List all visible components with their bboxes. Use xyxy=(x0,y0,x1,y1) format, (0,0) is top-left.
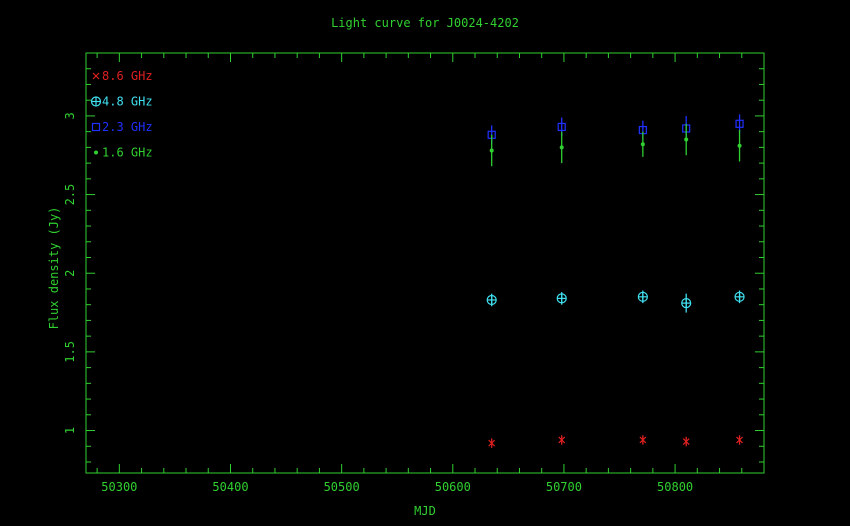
data-point-4-8-ghz xyxy=(556,293,567,304)
data-point-4-8-ghz xyxy=(637,291,648,302)
x-tick-label: 50600 xyxy=(435,480,471,494)
data-point-1-6-ghz xyxy=(640,142,645,147)
legend-marker-8-6-ghz xyxy=(92,72,100,80)
data-point-8-6-ghz xyxy=(736,436,743,444)
y-tick-label: 3 xyxy=(63,112,77,119)
plot-frame xyxy=(85,52,765,474)
data-point-1-6-ghz xyxy=(684,137,689,142)
data-point-8-6-ghz xyxy=(558,436,566,444)
x-tick-label: 50400 xyxy=(212,480,248,494)
legend-label-1-6-ghz: 1.6 GHz xyxy=(102,146,153,160)
y-axis-label: Flux density (Jy) xyxy=(47,207,61,330)
data-point-8-6-ghz xyxy=(682,438,690,445)
y-tick-label: 1.5 xyxy=(63,341,77,363)
x-tick-label: 50500 xyxy=(324,480,360,494)
data-point-2-3-ghz xyxy=(735,119,744,128)
data-point-2-3-ghz xyxy=(557,122,566,132)
data-point-1-6-ghz xyxy=(737,143,742,148)
data-point-4-8-ghz xyxy=(681,298,692,309)
data-point-1-6-ghz xyxy=(559,145,564,150)
legend-label-4-8-ghz: 4.8 GHz xyxy=(102,95,153,109)
legend-marker-4-8-ghz xyxy=(90,96,102,107)
data-marks xyxy=(486,114,745,448)
chart-title: Light curve for J0024-4202 xyxy=(331,16,519,30)
legend-marker-1-6-ghz xyxy=(94,150,98,155)
data-point-8-6-ghz xyxy=(488,439,496,447)
x-tick-label: 50300 xyxy=(101,480,137,494)
axis-ticks: 50300 50400 50500 50600 50700 50800 1 1.5 2 2.5 3 xyxy=(63,52,765,494)
legend: 8.6 GHz 4.8 GHz 2.3 GHz 1.6 GHz xyxy=(90,69,153,160)
x-tick-label: 50800 xyxy=(657,480,693,494)
y-tick-label: 1 xyxy=(63,427,77,434)
data-point-8-6-ghz xyxy=(639,436,647,444)
legend-label-2-3-ghz: 2.3 GHz xyxy=(102,120,153,134)
x-tick-label: 50700 xyxy=(546,480,582,494)
legend-label-8-6-ghz: 8.6 GHz xyxy=(102,69,153,83)
y-tick-label: 2.5 xyxy=(63,184,77,206)
data-point-4-8-ghz xyxy=(486,294,497,306)
y-tick-label: 2 xyxy=(63,270,77,277)
data-point-4-8-ghz xyxy=(734,291,745,302)
x-axis-label: MJD xyxy=(414,504,436,518)
data-point-1-6-ghz xyxy=(489,148,494,153)
legend-marker-2-3-ghz xyxy=(91,122,101,132)
